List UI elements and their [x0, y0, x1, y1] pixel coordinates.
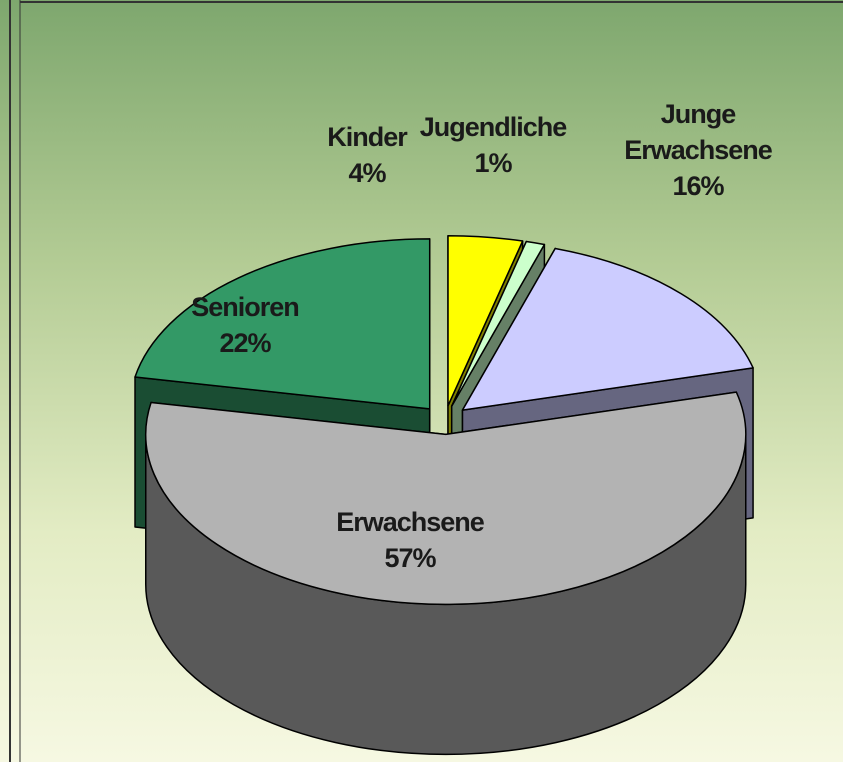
slice-label: Kinder 4%: [282, 119, 452, 191]
category-name: Jugendliche: [419, 112, 568, 142]
slice: [145, 391, 747, 606]
value-label: 1%: [474, 148, 512, 178]
category-name: Erwachsene: [336, 507, 485, 537]
slice-label: Jugendliche 1%: [408, 109, 578, 181]
value-label: 4%: [348, 158, 386, 188]
value-label: 57%: [384, 543, 436, 573]
slice: [450, 240, 546, 407]
slice: [134, 238, 431, 410]
category-name: Junge Erwachsene: [624, 99, 773, 165]
value-label: 16%: [672, 171, 724, 201]
slice-label: Erwachsene 57%: [325, 504, 495, 576]
slice-label: Senioren 22%: [160, 289, 330, 361]
slice-label: Junge Erwachsene 16%: [623, 96, 773, 204]
value-label: 22%: [219, 328, 271, 358]
slice: [447, 234, 524, 407]
category-name: Senioren: [191, 292, 300, 322]
category-name: Kinder: [327, 122, 408, 152]
slice: [461, 247, 754, 411]
